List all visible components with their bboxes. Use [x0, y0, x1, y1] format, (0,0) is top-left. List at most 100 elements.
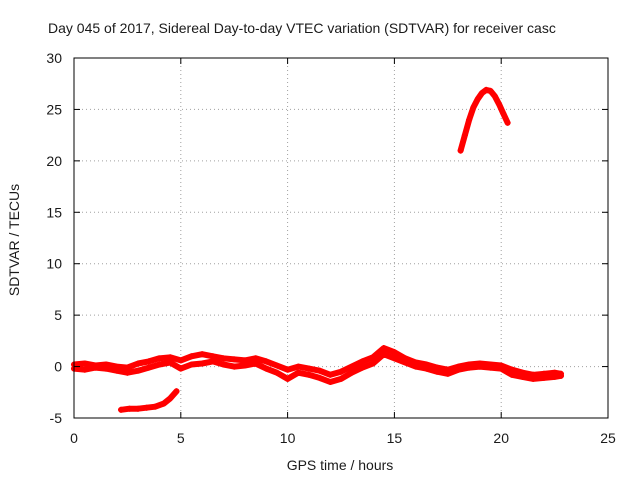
data-point — [305, 371, 312, 378]
data-point — [370, 354, 377, 361]
data-point — [135, 367, 142, 374]
data-point — [348, 363, 355, 370]
data-point — [327, 371, 334, 378]
data-point — [519, 373, 526, 380]
data-point — [487, 364, 494, 371]
y-axis-ticks: -5 0 5 10 15 20 25 30 — [46, 50, 608, 426]
data-point — [455, 366, 462, 373]
data-point — [103, 365, 110, 372]
data-point — [483, 86, 490, 93]
plot-frame — [73, 57, 609, 419]
data-point — [551, 373, 558, 380]
data-point — [117, 406, 124, 413]
data-point — [81, 366, 88, 373]
data-point — [177, 365, 184, 372]
data-point — [504, 119, 511, 126]
data-point — [124, 369, 131, 376]
data-point — [434, 368, 441, 375]
data-point — [423, 365, 430, 372]
data-point — [177, 357, 184, 364]
data-point — [263, 358, 270, 365]
data-point — [380, 351, 387, 358]
data-point — [152, 403, 159, 410]
y-axis-label: SDTVAR / TECUs — [6, 184, 22, 296]
data-point — [284, 366, 291, 373]
data-point — [466, 364, 473, 371]
data-point — [220, 355, 227, 362]
data-point — [487, 87, 494, 94]
data-point — [316, 367, 323, 374]
y-tick-label: 15 — [46, 204, 62, 220]
data-point — [241, 357, 248, 364]
data-point — [348, 369, 355, 376]
data-point — [380, 345, 387, 352]
data-point — [295, 369, 302, 376]
x-tick-label: 20 — [493, 430, 509, 446]
data-point — [113, 367, 120, 374]
data-point — [508, 371, 515, 378]
y-tick-label: 0 — [54, 359, 62, 375]
data-point — [466, 116, 473, 123]
data-point — [359, 358, 366, 365]
data-point — [470, 104, 477, 111]
y-tick-label: -5 — [50, 410, 63, 426]
x-tick-label: 5 — [177, 430, 185, 446]
data-point — [92, 364, 99, 371]
x-tick-label: 0 — [70, 430, 78, 446]
x-tick-label: 10 — [280, 430, 296, 446]
x-tick-label: 15 — [387, 430, 403, 446]
data-point — [478, 89, 485, 96]
data-point — [412, 363, 419, 370]
data-point — [220, 361, 227, 368]
x-tick-label: 25 — [600, 430, 616, 446]
y-tick-label: 25 — [46, 101, 62, 117]
data-point — [209, 353, 216, 360]
data-point — [496, 101, 503, 108]
data-point — [199, 360, 206, 367]
data-point — [231, 363, 238, 370]
data-point — [145, 364, 152, 371]
data-point — [500, 110, 507, 117]
data-point — [461, 132, 468, 139]
data-point — [540, 374, 547, 381]
data-point — [491, 93, 498, 100]
data-point — [558, 372, 565, 379]
data-point — [173, 388, 180, 395]
data-point — [457, 147, 464, 154]
data-point — [305, 365, 312, 372]
data-point — [241, 362, 248, 369]
data-point — [444, 370, 451, 377]
data-point — [124, 364, 131, 371]
data-point — [209, 358, 216, 365]
data-point — [167, 395, 174, 402]
data-point — [327, 379, 334, 385]
data-point — [199, 351, 206, 358]
data-point — [135, 360, 142, 367]
data-point — [252, 355, 259, 362]
data-point — [338, 375, 344, 382]
data-point — [391, 349, 398, 356]
data-point — [143, 404, 150, 411]
x-axis-ticks: 0 5 10 15 20 25 — [70, 58, 616, 446]
data-point — [284, 375, 291, 382]
data-point — [338, 368, 344, 375]
y-tick-label: 10 — [46, 256, 62, 272]
y-tick-label: 20 — [46, 153, 62, 169]
data-point — [160, 400, 167, 407]
y-tick-label: 30 — [46, 50, 62, 66]
data-point — [252, 360, 259, 367]
data-point — [295, 363, 302, 370]
data-point — [156, 361, 163, 368]
data-point — [273, 369, 280, 376]
data-point — [135, 405, 142, 412]
series-layer — [71, 86, 565, 413]
chart-title: Day 045 of 2017, Sidereal Day-to-day VTE… — [48, 20, 556, 36]
data-point — [188, 361, 195, 368]
data-point — [370, 360, 377, 367]
y-tick-label: 5 — [54, 307, 62, 323]
data-point — [81, 360, 88, 367]
data-point — [231, 356, 238, 363]
data-point — [359, 364, 366, 371]
data-point — [498, 365, 505, 372]
data-point — [167, 354, 174, 361]
